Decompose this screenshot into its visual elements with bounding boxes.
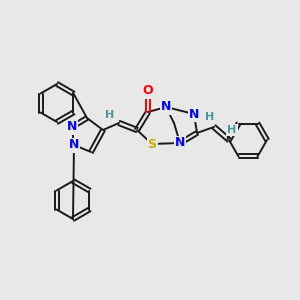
Text: N: N: [161, 100, 171, 113]
Text: S: S: [148, 137, 157, 151]
Text: O: O: [143, 85, 153, 98]
Text: N: N: [175, 136, 185, 149]
Text: H: H: [206, 112, 214, 122]
Text: N: N: [67, 121, 77, 134]
Text: H: H: [105, 110, 115, 120]
Text: N: N: [189, 107, 199, 121]
Text: H: H: [227, 125, 237, 135]
Text: N: N: [69, 139, 79, 152]
